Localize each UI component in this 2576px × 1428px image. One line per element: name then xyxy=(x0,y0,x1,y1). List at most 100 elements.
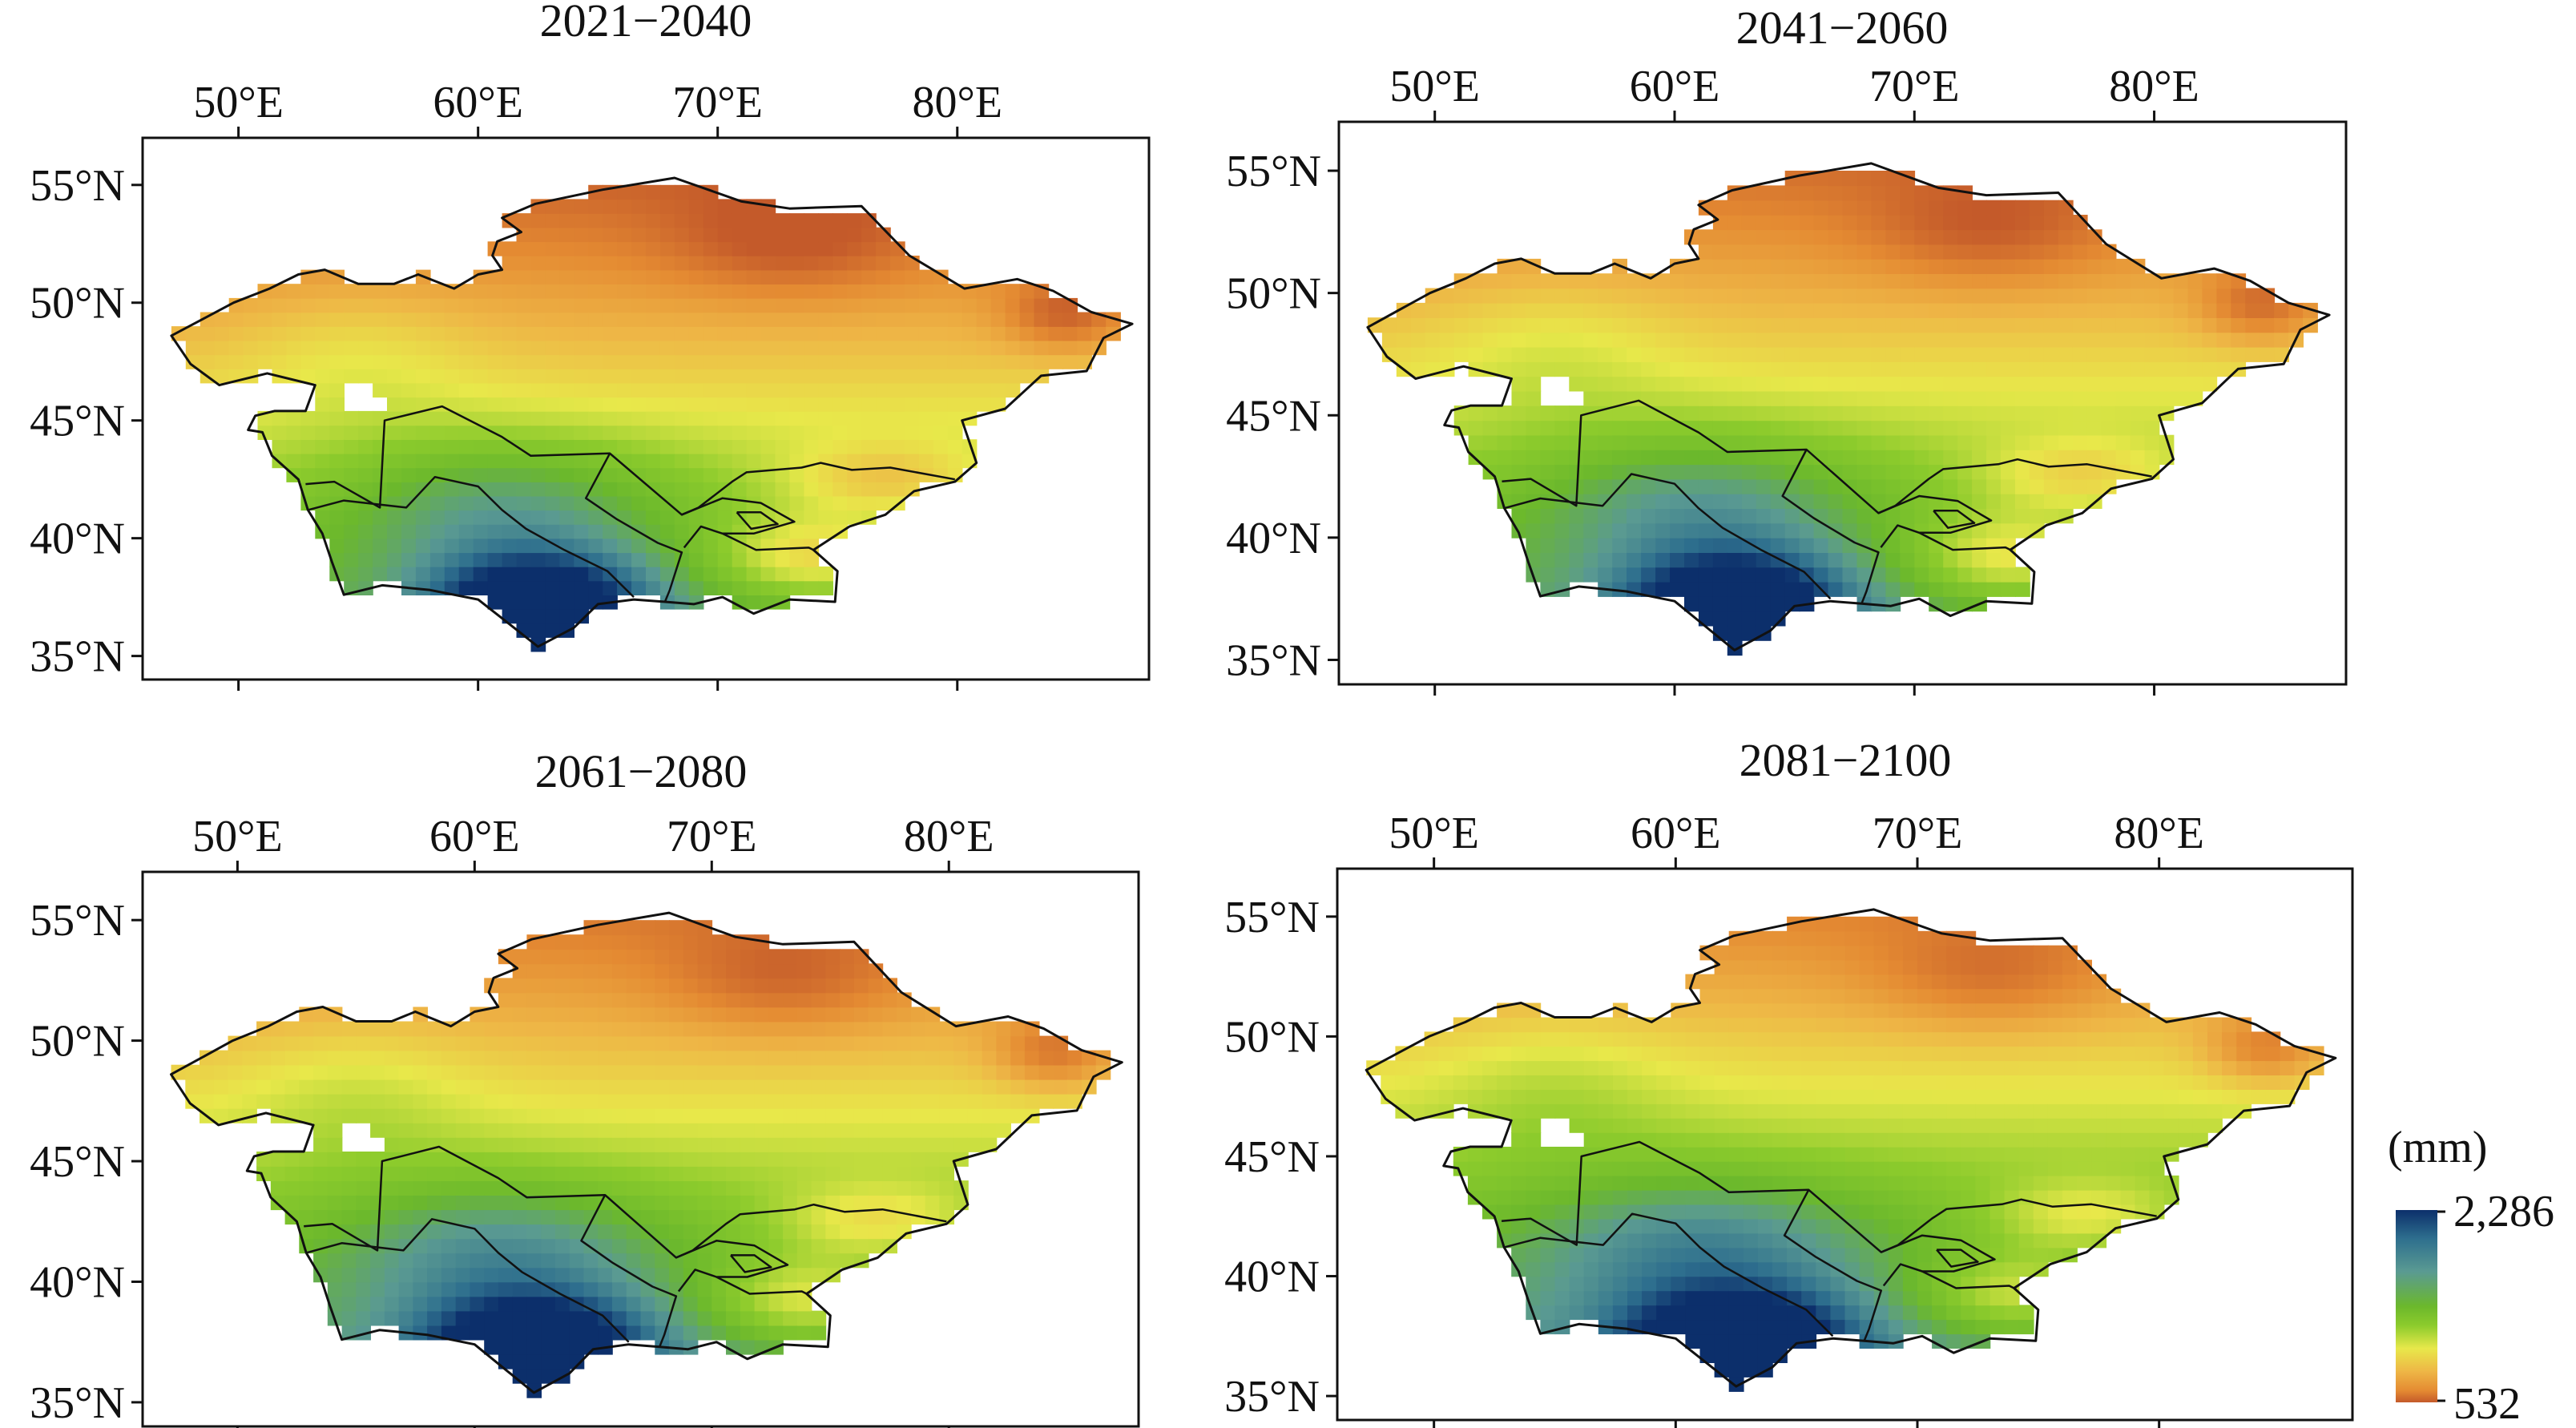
raster-cell xyxy=(1641,552,1656,568)
raster-cell xyxy=(754,1166,770,1181)
raster-cell xyxy=(1712,346,1728,362)
raster-cell xyxy=(1842,332,1858,348)
raster-cell xyxy=(1873,1046,1889,1062)
raster-cell xyxy=(541,1224,556,1240)
raster-cell xyxy=(415,312,431,327)
raster-cell xyxy=(717,453,733,469)
raster-cell xyxy=(1770,229,1786,245)
raster-cell xyxy=(512,1050,528,1066)
raster-cell xyxy=(961,369,978,384)
raster-cell xyxy=(545,369,561,384)
raster-cell xyxy=(953,1137,969,1152)
raster-cell xyxy=(1727,332,1743,348)
raster-cell xyxy=(1917,1075,1933,1090)
raster-cell xyxy=(1540,332,1556,348)
raster-cell xyxy=(1554,1305,1570,1321)
raster-cell xyxy=(2058,390,2074,406)
raster-cell xyxy=(1885,567,1901,583)
raster-cell xyxy=(1612,1046,1628,1062)
raster-cell xyxy=(847,410,862,426)
raster-cell xyxy=(982,1035,998,1051)
raster-cell xyxy=(1787,1118,1802,1133)
raster-cell xyxy=(890,241,905,256)
raster-cell xyxy=(1381,332,1397,348)
raster-cell xyxy=(1714,1290,1730,1306)
raster-cell xyxy=(1627,1060,1643,1075)
raster-cell xyxy=(200,340,216,356)
raster-cell xyxy=(2062,1175,2078,1191)
raster-cell xyxy=(2115,288,2131,304)
raster-cell xyxy=(612,1006,627,1023)
raster-cell xyxy=(315,297,330,313)
raster-cell xyxy=(1019,354,1035,369)
raster-cell xyxy=(655,1195,670,1211)
raster-cell xyxy=(358,284,373,299)
raster-cell xyxy=(1526,1046,1542,1062)
raster-cell xyxy=(329,354,345,369)
raster-cell xyxy=(1885,420,1901,436)
raster-cell xyxy=(1757,1348,1773,1363)
raster-cell xyxy=(588,538,603,554)
raster-cell xyxy=(811,1079,827,1095)
raster-cell xyxy=(669,1209,684,1225)
raster-cell xyxy=(1813,522,1829,539)
raster-cell xyxy=(612,992,627,1008)
raster-cell xyxy=(646,580,661,595)
raster-cell xyxy=(313,1064,329,1080)
raster-cell xyxy=(1757,1218,1773,1234)
raster-cell xyxy=(811,1152,827,1167)
raster-cell xyxy=(1914,376,1930,392)
raster-cell xyxy=(1554,508,1570,524)
raster-cell xyxy=(640,1310,656,1326)
raster-cell xyxy=(530,382,546,398)
raster-cell xyxy=(512,1195,528,1211)
raster-cell xyxy=(1871,581,1887,597)
raster-cell xyxy=(470,1281,485,1297)
raster-cell xyxy=(2202,361,2218,377)
raster-cell xyxy=(626,1310,642,1326)
raster-cell xyxy=(804,227,820,243)
raster-cell xyxy=(1727,493,1743,509)
raster-cell xyxy=(1885,376,1901,392)
raster-cell xyxy=(746,284,762,299)
raster-cell xyxy=(783,1209,798,1225)
raster-cell xyxy=(2101,302,2117,318)
raster-cell xyxy=(2029,508,2045,524)
raster-cell xyxy=(1900,508,1916,524)
raster-cell xyxy=(655,978,670,994)
raster-cell xyxy=(712,1325,727,1341)
raster-cell xyxy=(2033,1147,2049,1162)
raster-cell xyxy=(688,382,704,398)
raster-cell xyxy=(1801,1232,1817,1248)
raster-cell xyxy=(541,1093,556,1109)
raster-cell xyxy=(1844,930,1860,946)
raster-cell xyxy=(804,552,820,567)
raster-cell xyxy=(1684,508,1699,524)
raster-cell xyxy=(617,425,632,440)
raster-cell xyxy=(1685,1075,1701,1090)
raster-cell xyxy=(1627,1160,1643,1176)
raster-cell xyxy=(868,1064,884,1080)
raster-cell xyxy=(882,1035,897,1051)
raster-cell xyxy=(2004,1290,2020,1306)
raster-cell xyxy=(847,297,862,313)
raster-cell xyxy=(1917,1204,1933,1220)
raster-cell xyxy=(2202,317,2218,333)
raster-cell xyxy=(674,256,690,271)
raster-cell xyxy=(313,1093,329,1109)
raster-cell xyxy=(612,1152,627,1167)
raster-cell xyxy=(1526,450,1542,466)
raster-cell xyxy=(1929,229,1944,245)
raster-cell xyxy=(775,566,791,582)
raster-cell xyxy=(1929,288,1944,304)
raster-cell xyxy=(315,410,330,426)
raster-cell xyxy=(545,425,561,440)
raster-cell xyxy=(516,256,532,271)
raster-cell xyxy=(1770,434,1786,450)
raster-cell xyxy=(441,1093,457,1109)
raster-cell xyxy=(1497,1218,1512,1234)
raster-cell xyxy=(2043,434,2059,450)
raster-cell xyxy=(1728,988,1744,1004)
raster-cell xyxy=(1929,200,1944,216)
country-border xyxy=(307,475,635,598)
